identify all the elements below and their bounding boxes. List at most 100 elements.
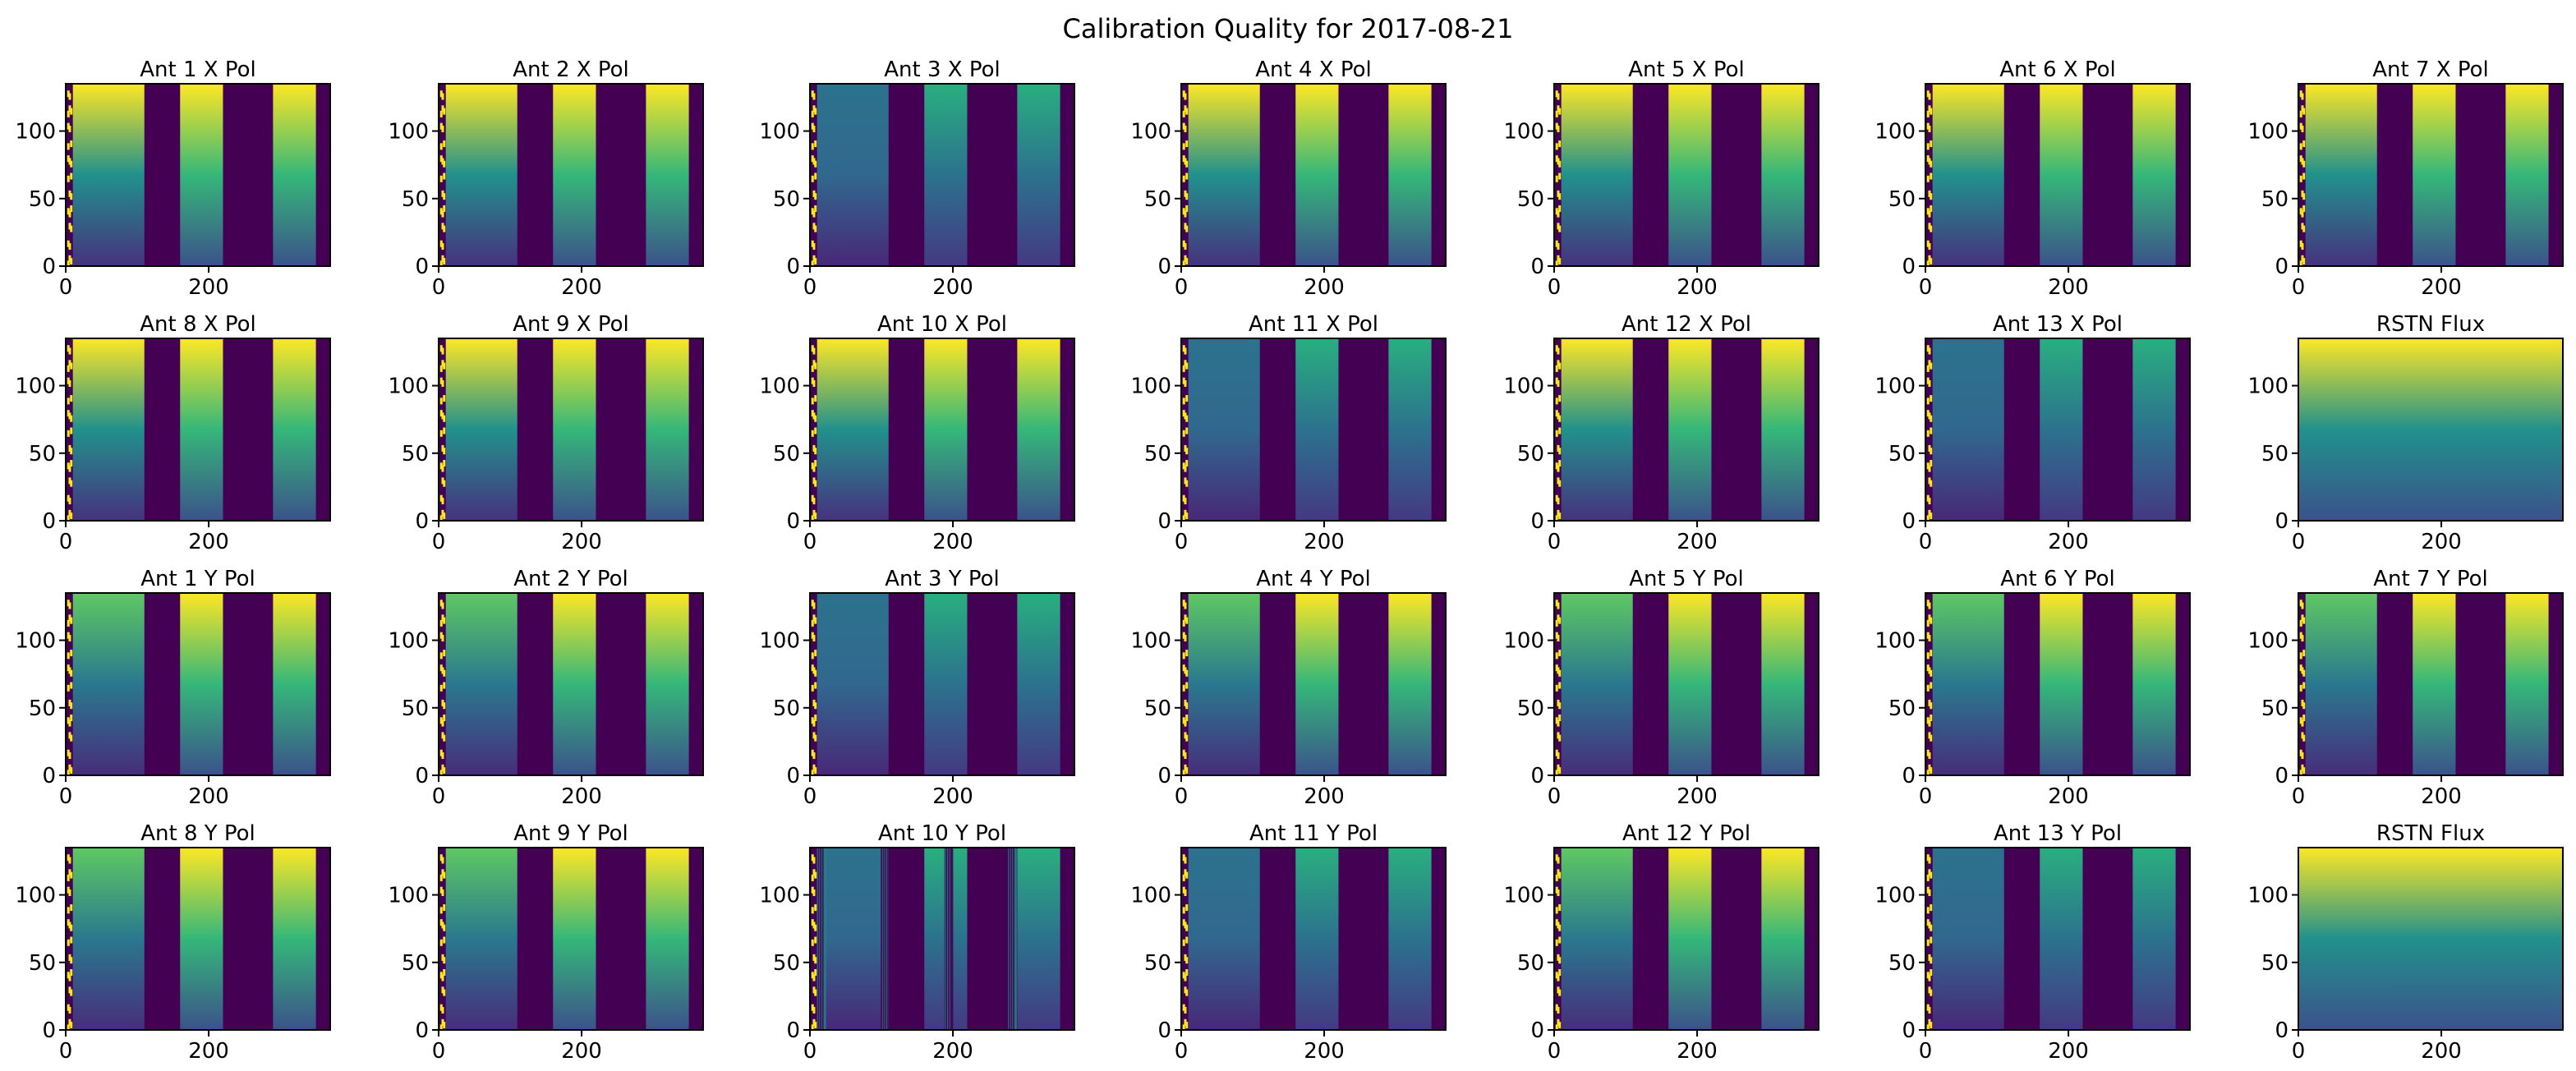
heatmap-cell [443, 957, 446, 964]
heatmap-cell [439, 619, 443, 627]
heatmap-cell [1184, 889, 1187, 896]
heatmap-cell [1017, 848, 1060, 1030]
heatmap-cell [2302, 767, 2306, 775]
heatmap-cell [1557, 255, 1560, 262]
heatmap-cell [1928, 347, 1931, 355]
heatmap-cell [1017, 84, 1060, 266]
heatmap-cell [2299, 208, 2302, 215]
heatmap-cell [1557, 158, 1560, 165]
y-tick-label: 100 [759, 375, 800, 399]
heatmap-cell [1932, 84, 2004, 266]
heatmap-cell [1926, 907, 1930, 914]
heatmap-cell [1555, 939, 1558, 946]
heatmap-cell [1182, 208, 1185, 215]
axes-frame [1925, 338, 2191, 522]
heatmap-cell [1184, 974, 1187, 981]
panel-title: RSTN Flux [2376, 312, 2485, 337]
heatmap-cell [68, 444, 71, 452]
heatmap-cell [812, 974, 816, 981]
heatmap-cell [1185, 225, 1189, 232]
heatmap-image [1554, 84, 1819, 266]
heatmap-cell [1557, 412, 1560, 420]
heatmap-cell [1185, 904, 1189, 912]
heatmap-cell [1928, 93, 1931, 100]
heatmap-cell [439, 122, 443, 130]
heatmap-cell [68, 255, 71, 262]
heatmap-cell [70, 969, 73, 976]
y-tick-label: 0 [1157, 1018, 1171, 1043]
heatmap-cell [67, 684, 70, 692]
panel-title: Ant 5 Y Pol [1629, 567, 1744, 591]
heatmap-cell [441, 752, 444, 760]
y-tick-label: 0 [1902, 764, 1916, 788]
heatmap-cell [1185, 193, 1189, 200]
heatmap-cell [180, 848, 223, 1030]
heatmap-cell [441, 857, 444, 864]
heatmap-cell [439, 410, 443, 417]
heatmap-cell [812, 347, 816, 355]
heatmap-cell [1930, 669, 1933, 677]
heatmap-cell [180, 593, 223, 775]
heatmap-cell [812, 105, 816, 113]
heatmap-cell [441, 465, 444, 472]
heatmap-panel: Ant 6 Y Pol 0 200 0 50 100 [1874, 567, 2191, 809]
heatmap-cell [67, 208, 70, 215]
panel-title: Ant 10 X Pol [877, 312, 1007, 337]
x-tick-label: 0 [2292, 784, 2306, 809]
heatmap-cell [68, 243, 71, 251]
heatmap-cell [2299, 717, 2302, 724]
panel-title: Ant 12 X Pol [1622, 312, 1751, 337]
heatmap-cell [1558, 480, 1562, 487]
heatmap-cell [814, 225, 817, 232]
heatmap-cell [2299, 664, 2302, 672]
x-tick-label: 200 [1304, 530, 1345, 554]
heatmap-cell [1555, 619, 1558, 627]
heatmap-cell [553, 848, 596, 1030]
heatmap-cell [441, 125, 444, 132]
heatmap-cell [70, 715, 73, 721]
x-tick-label: 0 [432, 1039, 446, 1064]
heatmap-cell [70, 108, 73, 115]
heatmap-cell [441, 1007, 444, 1014]
x-tick-label: 200 [932, 1039, 973, 1064]
heatmap-cell [1184, 667, 1187, 674]
heatmap-image [2298, 593, 2563, 775]
heatmap-cell [1928, 1007, 1931, 1014]
heatmap-cell [441, 498, 444, 505]
heatmap-cell [67, 122, 70, 130]
heatmap-cell [1930, 460, 1933, 467]
x-tick-label: 0 [1175, 275, 1189, 300]
heatmap-cell [924, 593, 968, 775]
y-tick-label: 0 [1157, 764, 1171, 788]
heatmap-cell [1555, 345, 1558, 352]
heatmap-cell [1761, 593, 1805, 775]
heatmap-cell [812, 125, 816, 132]
y-tick-label: 100 [1503, 629, 1544, 654]
heatmap-cell [68, 667, 71, 674]
heatmap-cell [1930, 715, 1933, 721]
heatmap-cell [1930, 936, 1933, 944]
heatmap-cell [950, 848, 954, 1030]
heatmap-cell [1928, 498, 1931, 505]
heatmap-cell [1926, 854, 1930, 862]
heatmap-image [66, 593, 330, 775]
heatmap-cell [68, 125, 71, 132]
heatmap-cell [439, 664, 443, 672]
axes-frame [1180, 83, 1447, 267]
heatmap-cell [1930, 362, 1933, 370]
heatmap-image [66, 338, 330, 521]
heatmap-cell [70, 904, 73, 912]
heatmap-cell [439, 345, 443, 352]
heatmap-cell [812, 667, 816, 674]
heatmap-cell [1182, 919, 1185, 926]
heatmap-cell [1926, 1024, 1930, 1030]
heatmap-cell [70, 957, 73, 964]
heatmap-cell [812, 158, 816, 165]
heatmap-cell [1926, 664, 1930, 672]
heatmap-cell [1668, 338, 1712, 521]
x-tick-label: 200 [932, 275, 973, 300]
heatmap-cell [1557, 602, 1560, 609]
heatmap-cell [441, 1018, 444, 1026]
heatmap-cell [2302, 193, 2306, 200]
axes-frame [2298, 847, 2564, 1031]
